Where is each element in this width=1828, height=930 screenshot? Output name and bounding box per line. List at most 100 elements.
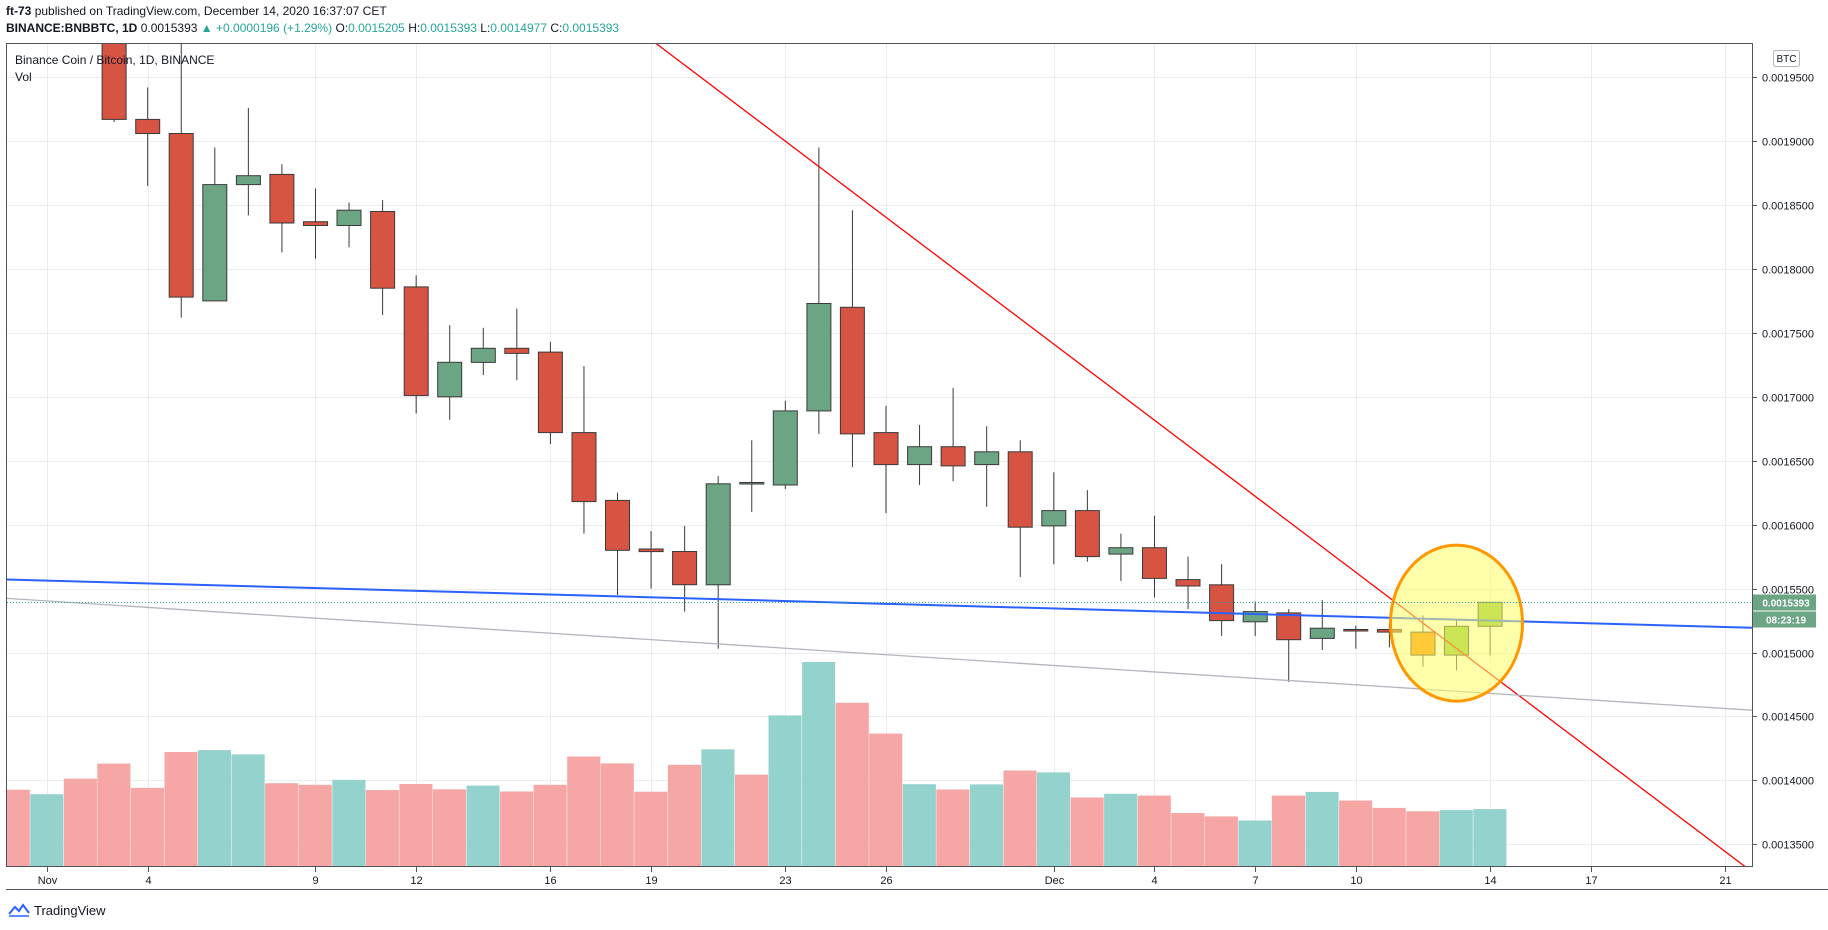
candle-body bbox=[370, 211, 396, 289]
price-tick-label: 0.0015500 bbox=[1762, 585, 1814, 597]
price-tick-label: 0.0016500 bbox=[1762, 457, 1814, 469]
tradingview-footer[interactable]: TradingView bbox=[8, 902, 106, 918]
time-axis: Nov 4 9 12 16 19 23 26 Dec 4 7 10 14 17 21 bbox=[38, 867, 1732, 887]
candle-body bbox=[303, 221, 328, 226]
low-label: L: bbox=[480, 21, 491, 35]
candle-body bbox=[638, 548, 664, 553]
symbol-label: BINANCE:BNBBTC, 1D bbox=[6, 21, 138, 35]
ohlc-line: BINANCE:BNBBTC, 1D 0.0015393 ▲ +0.000019… bbox=[6, 21, 619, 35]
chart-title: Binance Coin / Bitcoin, 1D, BINANCE bbox=[15, 53, 214, 67]
high-label: H: bbox=[408, 21, 421, 35]
candle-body bbox=[470, 347, 496, 363]
volume-bar bbox=[1339, 800, 1373, 866]
volume-bar bbox=[1305, 791, 1339, 866]
volume-bar bbox=[466, 785, 500, 866]
candle-body bbox=[1276, 612, 1302, 641]
candle-body bbox=[336, 209, 362, 226]
candle-body bbox=[269, 173, 295, 224]
tradingview-brand: TradingView bbox=[34, 902, 106, 918]
price-tick-label: 0.0017000 bbox=[1762, 393, 1814, 405]
volume-bar bbox=[1406, 811, 1440, 866]
volume-bar bbox=[735, 774, 769, 866]
last-price-value: 0.0015393 bbox=[1762, 599, 1810, 610]
volume-bar bbox=[63, 778, 97, 866]
last-price-label: 0.0015393 08:23:19 bbox=[1753, 594, 1816, 628]
candle-body bbox=[135, 118, 161, 135]
price-tick-label: 0.0019500 bbox=[1762, 73, 1814, 85]
candle-body bbox=[1041, 510, 1067, 527]
volume-bar bbox=[198, 750, 232, 866]
candle-body bbox=[672, 551, 698, 586]
candle-body bbox=[940, 446, 966, 467]
candle-body bbox=[974, 451, 1000, 466]
price-change: +0.0000196 (+1.29%) bbox=[216, 21, 333, 35]
volume-bar bbox=[768, 715, 802, 866]
volume-bar bbox=[533, 784, 567, 866]
volume-bar bbox=[1070, 797, 1104, 866]
volume-bar bbox=[500, 791, 534, 866]
time-tick-label: 21 bbox=[1719, 875, 1731, 887]
candle-body bbox=[705, 483, 731, 586]
high-value: 0.0015393 bbox=[420, 21, 477, 35]
volume-bar bbox=[432, 789, 466, 866]
price-tick-label: 0.0018500 bbox=[1762, 201, 1814, 213]
time-tick-label: 14 bbox=[1484, 875, 1496, 887]
price-tick-label: 0.0014000 bbox=[1762, 776, 1814, 788]
time-tick-label: 17 bbox=[1585, 875, 1597, 887]
price-tick-label: 0.0019000 bbox=[1762, 137, 1814, 149]
volume-bar bbox=[130, 787, 164, 866]
candle-body bbox=[772, 410, 798, 486]
candle-body bbox=[1343, 629, 1369, 632]
author-name[interactable]: ft-73 bbox=[6, 4, 32, 18]
candle-body bbox=[1074, 510, 1100, 558]
time-tick-label: 7 bbox=[1252, 875, 1258, 887]
candle-body bbox=[1175, 579, 1201, 587]
open-value: 0.0015205 bbox=[348, 21, 405, 35]
candles bbox=[101, 44, 1503, 682]
volume-bar bbox=[835, 702, 869, 866]
volume-bar bbox=[332, 779, 366, 866]
volume-bar bbox=[802, 662, 836, 866]
candle-body bbox=[907, 446, 933, 466]
price-tick-label: 0.0013500 bbox=[1762, 840, 1814, 852]
last-price: 0.0015393 bbox=[140, 21, 198, 35]
tradingview-logo-icon bbox=[8, 903, 30, 917]
volume-bar bbox=[399, 784, 433, 866]
candle-body bbox=[202, 184, 228, 302]
price-tick-label: 0.0018000 bbox=[1762, 265, 1814, 277]
bar-countdown: 08:23:19 bbox=[1766, 616, 1806, 627]
price-tick-label: 0.0016000 bbox=[1762, 521, 1814, 533]
volume-label: Vol bbox=[15, 70, 32, 84]
currency-badge[interactable]: BTC bbox=[1773, 50, 1800, 67]
volume-bar bbox=[7, 789, 30, 866]
time-tick-label: 4 bbox=[1151, 875, 1157, 887]
volume-bar bbox=[231, 754, 265, 866]
volume-bar bbox=[600, 763, 634, 866]
candle-body bbox=[1142, 547, 1167, 579]
time-tick-label: 10 bbox=[1350, 875, 1362, 887]
low-value: 0.0014977 bbox=[490, 21, 548, 35]
volume-bar bbox=[634, 791, 668, 866]
volume-bar bbox=[869, 733, 903, 866]
volume-bar bbox=[1104, 793, 1138, 866]
highlight-ellipse bbox=[1389, 543, 1525, 703]
candle-body bbox=[605, 499, 630, 551]
volume-bar bbox=[1204, 816, 1238, 866]
volume-bar bbox=[164, 752, 198, 866]
time-tick-label: Nov bbox=[38, 875, 58, 887]
time-tick-label: 12 bbox=[410, 875, 422, 887]
volume-bar bbox=[265, 783, 299, 866]
volume-bar bbox=[97, 763, 131, 866]
candle-body bbox=[873, 432, 899, 466]
price-tick-label: 0.0017500 bbox=[1762, 329, 1814, 341]
candle-body bbox=[739, 482, 765, 485]
candle-body bbox=[437, 361, 463, 398]
volume-bar bbox=[365, 790, 399, 866]
volume-bar bbox=[936, 789, 970, 866]
candle-body bbox=[504, 347, 530, 354]
price-tick-label: 0.0015000 bbox=[1762, 649, 1814, 661]
publish-info: published on TradingView.com, December 1… bbox=[34, 4, 387, 18]
close-label: C: bbox=[550, 21, 563, 35]
volume-bar bbox=[298, 784, 332, 866]
